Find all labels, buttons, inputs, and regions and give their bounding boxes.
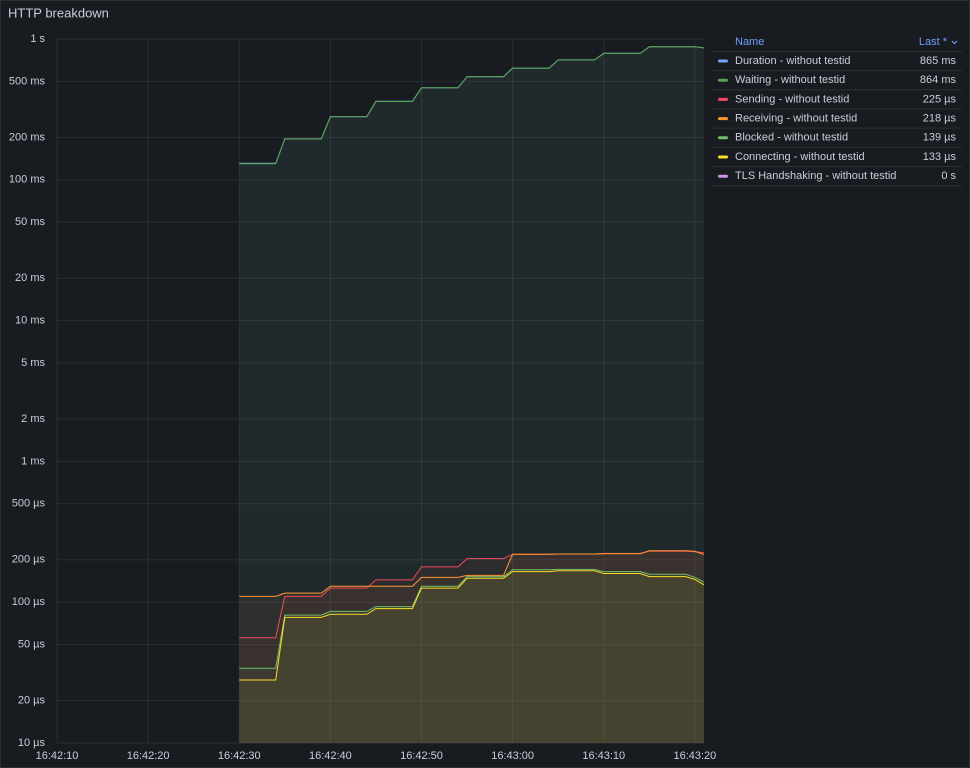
y-tick-label: 20 µs	[18, 695, 46, 707]
series-line	[239, 550, 705, 597]
legend-name[interactable]: Blocked - without testid	[735, 132, 848, 144]
legend-swatch	[718, 59, 728, 63]
legend-header-last[interactable]: Last *	[919, 36, 948, 48]
y-tick-label: 500 µs	[12, 498, 46, 510]
x-tick-label: 16:42:50	[400, 750, 443, 762]
y-tick-label: 100 ms	[9, 174, 46, 186]
legend: Name Last * Duration - without testid 865…	[712, 36, 962, 187]
x-tick-label: 16:42:30	[218, 750, 261, 762]
y-tick-label: 200 ms	[9, 131, 46, 143]
y-tick-label: 1 s	[30, 33, 45, 45]
lines	[239, 46, 705, 681]
legend-swatch	[718, 155, 728, 159]
legend-name[interactable]: Duration - without testid	[735, 55, 851, 67]
y-tick-label: 10 ms	[15, 315, 45, 327]
panel-title: HTTP breakdown	[8, 5, 109, 20]
y-tick-label: 1 ms	[21, 455, 45, 467]
y-tick-label: 20 ms	[15, 272, 45, 284]
legend-name[interactable]: Receiving - without testid	[735, 113, 857, 125]
legend-last: 225 µs	[923, 93, 957, 105]
legend-last: 864 ms	[920, 74, 957, 86]
y-tick-label: 50 µs	[18, 638, 46, 650]
legend-name[interactable]: Waiting - without testid	[735, 74, 845, 86]
y-tick-label: 10 µs	[18, 737, 46, 749]
y-tick-label: 5 ms	[21, 357, 45, 369]
legend-header-name[interactable]: Name	[735, 36, 764, 48]
y-tick-label: 2 ms	[21, 413, 45, 425]
legend-last: 865 ms	[920, 55, 957, 67]
x-tick-label: 16:43:20	[673, 750, 716, 762]
grid	[56, 38, 704, 744]
legend-last: 139 µs	[923, 132, 957, 144]
legend-name[interactable]: Connecting - without testid	[735, 151, 865, 163]
series-line	[239, 46, 705, 165]
legend-swatch	[718, 78, 728, 82]
legend-swatch	[718, 97, 728, 101]
legend-name[interactable]: Sending - without testid	[735, 93, 849, 105]
y-tick-label: 100 µs	[12, 596, 46, 608]
y-tick-label: 200 µs	[12, 554, 46, 566]
series-area	[239, 570, 705, 743]
series-area	[239, 569, 705, 743]
legend-name[interactable]: TLS Handshaking - without testid	[735, 170, 896, 182]
legend-swatch	[718, 117, 728, 121]
x-tick-label: 16:43:00	[491, 750, 534, 762]
areas	[239, 46, 705, 744]
x-tick-label: 16:42:10	[36, 750, 79, 762]
y-tick-label: 50 ms	[15, 216, 45, 228]
axes: 1 s 500 ms 200 ms 100 ms 50 ms 20 ms 10 ms 5 ms…	[9, 33, 716, 762]
series-line	[239, 570, 705, 681]
series-line	[239, 568, 705, 669]
y-tick-label: 500 ms	[9, 75, 46, 87]
x-tick-label: 16:42:40	[309, 750, 352, 762]
legend-last: 133 µs	[923, 151, 957, 163]
x-tick-label: 16:43:10	[582, 750, 625, 762]
legend-swatch	[718, 174, 728, 178]
x-tick-label: 16:42:20	[127, 750, 170, 762]
legend-last: 218 µs	[923, 113, 957, 125]
sort-icon	[951, 40, 958, 45]
series-area	[239, 551, 705, 743]
legend-last: 0 s	[941, 170, 956, 182]
legend-swatch	[718, 136, 728, 140]
series-area	[239, 550, 705, 743]
